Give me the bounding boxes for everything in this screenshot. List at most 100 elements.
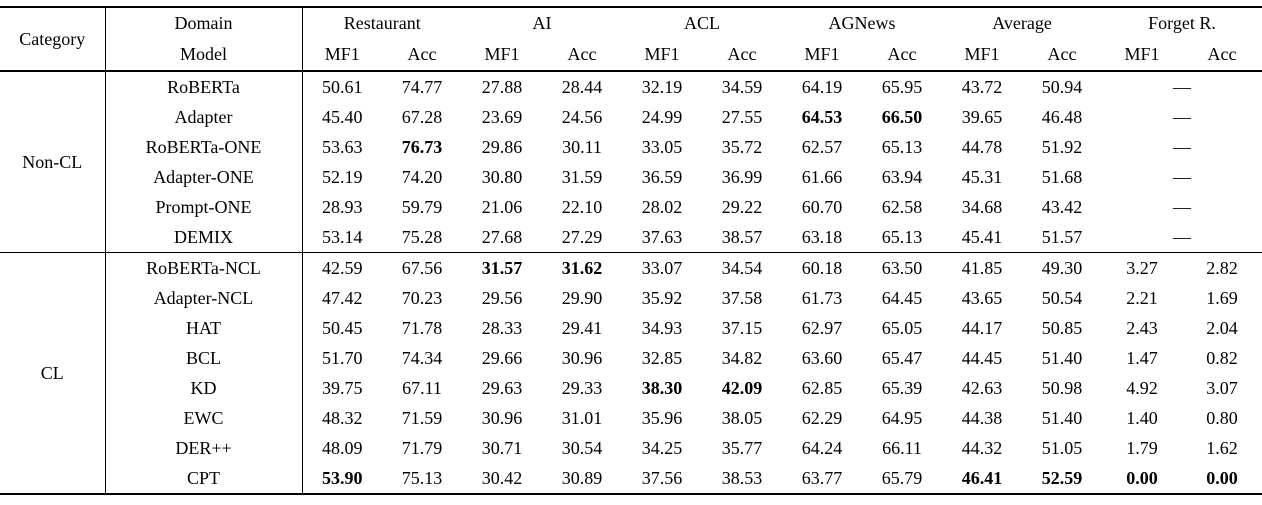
model-cell: DEMIX: [105, 222, 303, 253]
metric-cell: 34.82: [721, 348, 763, 368]
metric-cell: 64.45: [881, 288, 923, 308]
metric-cell: 28.44: [561, 77, 603, 97]
metric-cell: 3.27: [1102, 252, 1183, 283]
model-cell: DER++: [105, 433, 303, 463]
table-row: HAT 50.45 71.78 28.33 29.41 34.93 37.15 62.97 65…: [0, 313, 1262, 343]
header-metric-mf1: MF1: [484, 44, 520, 64]
metric-cell: 37.56: [641, 468, 683, 488]
metric-cell: 32.19: [641, 77, 683, 97]
metric-cell: 30.96: [481, 408, 523, 428]
model-cell: CPT: [105, 463, 303, 494]
metric-cell: 51.70: [322, 348, 363, 368]
forget-dash-cell: —: [1173, 167, 1192, 187]
metric-cell: 50.98: [1041, 378, 1083, 398]
metric-cell: 51.40: [1041, 348, 1083, 368]
metric-cell: 0.00: [1126, 468, 1158, 488]
model-cell: HAT: [105, 313, 303, 343]
metric-cell: 27.88: [481, 77, 523, 97]
metric-cell: 64.19: [801, 77, 843, 97]
table-row: EWC 48.32 71.59 30.96 31.01 35.96 38.05 62.29 64…: [0, 403, 1262, 433]
metric-cell: 62.58: [881, 197, 923, 217]
metric-cell: 42.09: [721, 378, 763, 398]
metric-cell: 62.29: [801, 408, 843, 428]
metric-cell: 65.39: [881, 378, 923, 398]
header-model: Model: [105, 39, 303, 71]
model-cell: RoBERTa: [105, 71, 303, 102]
table-row: KD 39.75 67.11 29.63 29.33 38.30 42.09 62.85 65.…: [0, 373, 1262, 403]
metric-cell: 35.77: [721, 438, 763, 458]
metric-cell: 45.40: [322, 107, 363, 127]
header-domain: Domain: [105, 7, 303, 39]
category-cell: Non-CL: [0, 71, 106, 253]
metric-cell: 30.11: [562, 137, 602, 157]
table-row: CPT 53.90 75.13 30.42 30.89 37.56 38.53 63.77 65…: [0, 463, 1262, 494]
metric-cell: 45.31: [961, 167, 1003, 187]
metric-cell: 66.11: [882, 438, 922, 458]
header-metric-mf1: MF1: [964, 44, 1000, 64]
metric-cell: 33.05: [641, 137, 683, 157]
metric-cell: 28.33: [481, 318, 523, 338]
metric-cell: 67.56: [382, 252, 463, 283]
metric-cell: 65.79: [881, 468, 923, 488]
header-metric-acc: Acc: [887, 44, 917, 64]
metric-cell: 39.75: [322, 378, 363, 398]
metric-cell: 65.05: [881, 318, 923, 338]
header-metric-acc: Acc: [567, 44, 597, 64]
metric-cell: 67.28: [401, 107, 443, 127]
metric-cell: 31.01: [561, 408, 603, 428]
metric-cell: 1.47: [1126, 348, 1158, 368]
metric-cell: 29.22: [721, 197, 763, 217]
model-cell: Prompt-ONE: [105, 192, 303, 222]
metric-cell: 36.99: [721, 167, 763, 187]
metric-cell: 43.65: [961, 288, 1003, 308]
metric-cell: 1.69: [1206, 288, 1238, 308]
metric-cell: 71.59: [401, 408, 443, 428]
metric-cell: 28.02: [641, 197, 683, 217]
metric-cell: 1.79: [1126, 438, 1158, 458]
table-row: DEMIX 53.14 75.28 27.68 27.29 37.63 38.57 63.18…: [0, 222, 1262, 253]
metric-cell: 2.04: [1206, 318, 1238, 338]
metric-cell: 62.85: [801, 378, 843, 398]
metric-cell: 52.19: [322, 167, 363, 187]
metric-cell: 51.57: [1041, 227, 1083, 247]
table-row: Adapter-NCL 47.42 70.23 29.56 29.90 35.92 37.5…: [0, 283, 1262, 313]
metric-cell: 27.29: [561, 227, 603, 247]
forget-dash-cell: —: [1173, 197, 1192, 217]
forget-dash-cell: —: [1173, 107, 1192, 127]
metric-cell: 39.65: [961, 107, 1003, 127]
table-row: RoBERTa-ONE 53.63 76.73 29.86 30.11 33.05 35.7…: [0, 132, 1262, 162]
table-row: Prompt-ONE 28.93 59.79 21.06 22.10 28.02 29.22…: [0, 192, 1262, 222]
metric-cell: 44.45: [961, 348, 1003, 368]
metric-cell: 42.59: [302, 252, 382, 283]
header-row-metrics: Model MF1 Acc MF1 Acc MF1 Acc MF1 Acc MF…: [0, 39, 1262, 71]
model-cell: Adapter-ONE: [105, 162, 303, 192]
metric-cell: 51.68: [1041, 167, 1083, 187]
metric-cell: 27.55: [721, 107, 763, 127]
model-cell: RoBERTa-ONE: [105, 132, 303, 162]
metric-cell: 49.30: [1022, 252, 1103, 283]
metric-cell: 70.23: [401, 288, 443, 308]
metric-cell: 24.56: [561, 107, 603, 127]
metric-cell: 0.82: [1206, 348, 1238, 368]
metric-cell: 74.20: [401, 167, 443, 187]
metric-cell: 63.60: [801, 348, 843, 368]
metric-cell: 34.93: [641, 318, 683, 338]
forget-dash-cell: —: [1173, 137, 1192, 157]
header-metric-acc: Acc: [407, 44, 437, 64]
header-metric-mf1: MF1: [1124, 44, 1160, 64]
metric-cell: 2.82: [1182, 252, 1262, 283]
metric-cell: 52.59: [1041, 468, 1083, 488]
metric-cell: 41.85: [942, 252, 1023, 283]
category-cell: CL: [0, 252, 106, 494]
metric-cell: 42.63: [961, 378, 1003, 398]
metric-cell: 21.06: [481, 197, 523, 217]
table-row: CL RoBERTa-NCL 42.59 67.56 31.57 31.62 33.07 34…: [0, 252, 1262, 494]
metric-cell: 50.85: [1041, 318, 1083, 338]
metric-cell: 34.54: [702, 252, 783, 283]
metric-cell: 30.96: [561, 348, 603, 368]
metric-cell: 30.89: [561, 468, 603, 488]
header-metric-mf1: MF1: [324, 44, 360, 64]
metric-cell: 51.92: [1041, 137, 1083, 157]
metric-cell: 29.63: [481, 378, 523, 398]
metric-cell: 43.42: [1041, 197, 1083, 217]
